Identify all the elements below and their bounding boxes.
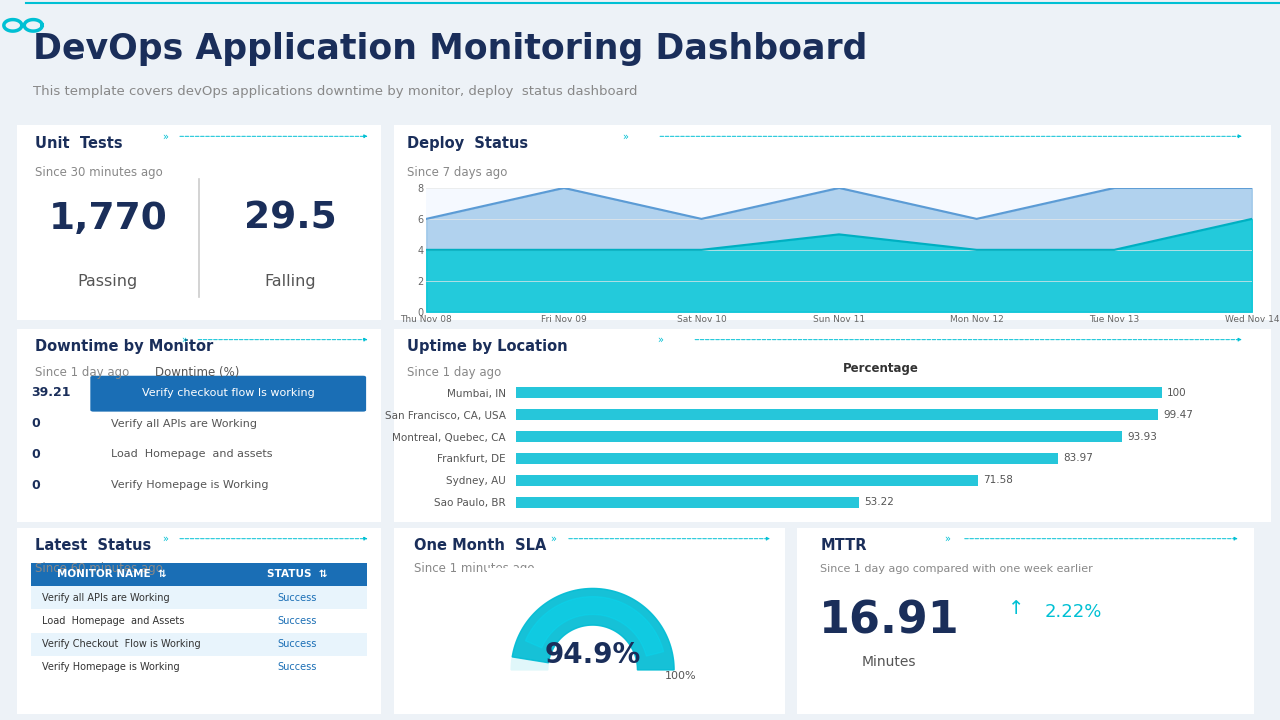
Text: 16.91: 16.91 [818,600,959,643]
Text: 93.93: 93.93 [1128,431,1157,441]
Text: Since 1 day ago: Since 1 day ago [407,366,502,379]
Text: Minutes: Minutes [861,655,916,669]
Text: 100: 100 [1166,387,1187,397]
Text: Since 1 minutes ago: Since 1 minutes ago [413,562,534,575]
Legend: Success, Failure: Success, Failure [767,329,911,346]
FancyBboxPatch shape [91,376,366,412]
Polygon shape [512,588,675,670]
Text: Success: Success [278,593,317,603]
Text: Downtime (%): Downtime (%) [155,366,239,379]
Text: Since 60 minutes ago: Since 60 minutes ago [35,562,163,575]
Text: Deploy  Status: Deploy Status [407,136,529,151]
Text: 0: 0 [31,417,40,430]
FancyBboxPatch shape [31,586,367,609]
Text: »: » [180,335,187,345]
Text: 1,770: 1,770 [49,201,168,237]
Text: Since 1 day ago compared with one week earlier: Since 1 day ago compared with one week e… [820,564,1093,574]
Text: 0: 0 [31,448,40,461]
Text: »: » [943,534,950,544]
Text: 29.5: 29.5 [244,201,337,237]
Text: Verify Homepage is Working: Verify Homepage is Working [42,662,179,672]
Text: 2.22%: 2.22% [1044,603,1102,621]
Text: Verify Checkout  Flow is Working: Verify Checkout Flow is Working [42,639,201,649]
Text: STATUS  ⇅: STATUS ⇅ [268,570,328,580]
Text: Downtime by Monitor: Downtime by Monitor [35,338,214,354]
Text: Verify Homepage is Working: Verify Homepage is Working [111,480,269,490]
Text: Success: Success [278,662,317,672]
Text: Falling: Falling [265,274,316,289]
Polygon shape [525,597,663,656]
Text: MONITOR NAME  ⇅: MONITOR NAME ⇅ [56,570,166,580]
Text: ↑: ↑ [1007,599,1024,618]
Text: »: » [163,131,169,141]
Text: 71.58: 71.58 [983,475,1012,485]
Text: Unit  Tests: Unit Tests [35,136,123,151]
Text: 53.22: 53.22 [864,498,895,508]
FancyBboxPatch shape [31,656,367,679]
Text: Since 7 days ago: Since 7 days ago [407,166,508,179]
Bar [516,387,1161,398]
Text: »: » [550,534,557,544]
Text: 83.97: 83.97 [1064,454,1093,464]
Text: Since 30 minutes ago: Since 30 minutes ago [35,166,163,179]
Text: Since 1 day ago: Since 1 day ago [35,366,129,379]
Text: Latest  Status: Latest Status [35,538,151,553]
Text: Load  Homepage  and Assets: Load Homepage and Assets [42,616,184,626]
Text: One Month  SLA: One Month SLA [413,538,547,553]
Text: Passing: Passing [78,274,138,289]
Text: MTTR: MTTR [820,538,867,553]
FancyBboxPatch shape [31,609,367,632]
Text: 0: 0 [31,479,40,492]
Polygon shape [511,588,675,670]
Text: This template covers devOps applications downtime by monitor, deploy  status das: This template covers devOps applications… [33,85,637,98]
Bar [516,475,978,486]
Text: Verify all APIs are Working: Verify all APIs are Working [111,418,257,428]
Bar [516,453,1059,464]
FancyBboxPatch shape [31,632,367,656]
Text: »: » [658,335,663,345]
Text: 100%: 100% [664,672,696,681]
Text: Verify all APIs are Working: Verify all APIs are Working [42,593,170,603]
Text: 94.9%: 94.9% [544,642,641,670]
Text: »: » [622,131,628,141]
Text: Uptime by Location: Uptime by Location [407,338,568,354]
Text: Load  Homepage  and assets: Load Homepage and assets [111,449,273,459]
Text: 39.21: 39.21 [31,386,70,399]
Text: »: » [163,534,169,544]
Text: Percentage: Percentage [842,362,919,375]
Bar [516,431,1123,442]
Text: DevOps Application Monitoring Dashboard: DevOps Application Monitoring Dashboard [33,32,868,66]
Text: 99.47: 99.47 [1164,410,1193,420]
Text: Verify checkout flow Is working: Verify checkout flow Is working [142,387,315,397]
Text: Success: Success [278,616,317,626]
Text: Success: Success [278,639,317,649]
Bar [516,497,859,508]
Bar [516,409,1158,420]
FancyBboxPatch shape [31,563,367,586]
